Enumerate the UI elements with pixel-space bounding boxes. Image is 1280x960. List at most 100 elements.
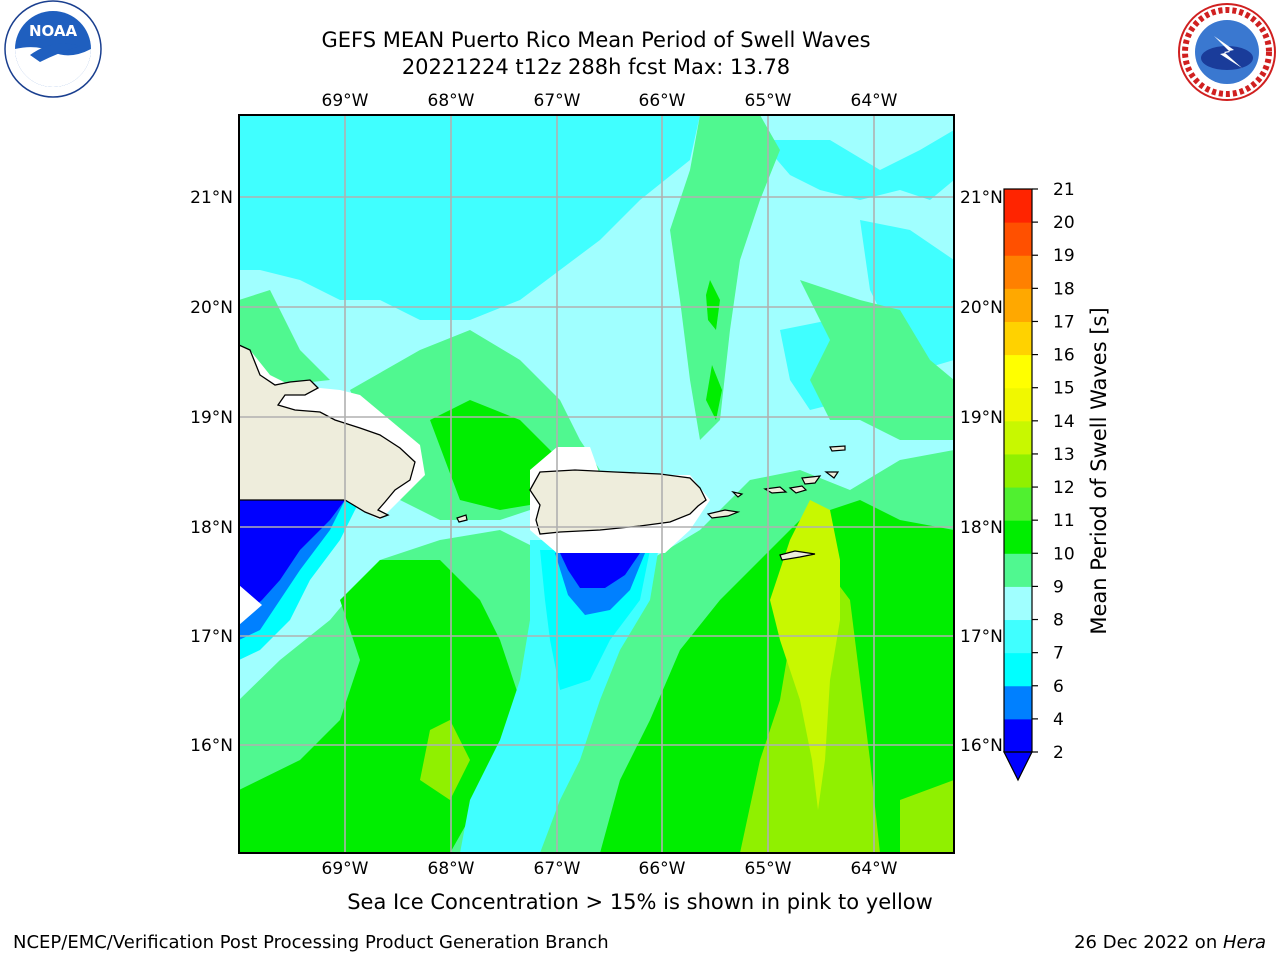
colorbar-tick-label: 12 xyxy=(1053,478,1075,498)
colorbar-tick-label: 19 xyxy=(1053,246,1075,266)
field-lime-sw xyxy=(420,720,470,800)
colorbar-tick-label: 2 xyxy=(1053,743,1064,763)
lon-label-bottom: 67°W xyxy=(534,859,581,879)
footer-host: Hera xyxy=(1222,932,1266,953)
lon-label-top: 66°W xyxy=(639,91,686,111)
colorbar-tick-label: 13 xyxy=(1053,445,1075,465)
lat-label-left: 18°N xyxy=(190,518,233,538)
colorbar-tick-label: 6 xyxy=(1053,677,1064,697)
colorbar-band xyxy=(1004,387,1032,422)
colorbar-extend-arrow xyxy=(1003,751,1033,782)
colorbar-band xyxy=(1004,652,1032,687)
colorbar-band xyxy=(1004,420,1032,455)
colorbar-tick-label: 16 xyxy=(1053,346,1075,366)
lat-label-right: 16°N xyxy=(960,736,1003,756)
colorbar-band xyxy=(1004,685,1032,720)
hispaniola-land xyxy=(239,344,416,519)
map-gridlines xyxy=(239,115,954,853)
culebra-island xyxy=(731,490,744,498)
st-john-island xyxy=(788,485,808,494)
colorbar-tick-label: 4 xyxy=(1053,710,1064,730)
colorbar-band xyxy=(1004,619,1032,654)
lon-label-bottom: 69°W xyxy=(322,859,369,879)
footer-date-text: 26 Dec 2022 on xyxy=(1074,932,1223,953)
lat-labels-right: 21°N 20°N 19°N 18°N 17°N 16°N xyxy=(960,188,1003,756)
lat-label-right: 19°N xyxy=(960,408,1003,428)
virgin-gorda-island xyxy=(824,471,840,479)
noaa-logo: NOAA xyxy=(4,0,102,98)
anegada-island xyxy=(829,445,846,452)
lat-label-left: 16°N xyxy=(190,736,233,756)
colorbar-band xyxy=(1004,487,1032,521)
field-blue-pr xyxy=(560,553,640,588)
field-cyan-east xyxy=(860,220,954,370)
colorbar: 2 4 6 7 8 9 10 11 12 13 14 15 16 17 18 19 20 21 xyxy=(1003,180,1075,782)
field-blue-west xyxy=(239,500,345,620)
vieques-island xyxy=(706,509,741,519)
lat-label-left: 17°N xyxy=(190,627,233,647)
colorbar-tick-label: 9 xyxy=(1053,577,1064,597)
lat-label-right: 18°N xyxy=(960,518,1003,538)
lat-labels-left: 21°N 20°N 19°N 18°N 17°N 16°N xyxy=(190,188,233,756)
sea-ice-note: Sea Ice Concentration > 15% is shown in … xyxy=(0,890,1280,914)
colorbar-band xyxy=(1004,553,1032,587)
field-yellowgreen xyxy=(770,500,840,810)
colorbar-band xyxy=(1004,222,1032,256)
field-bright-green-north xyxy=(430,400,560,510)
colorbar-band xyxy=(1004,586,1032,621)
lat-label-right: 21°N xyxy=(960,188,1003,208)
lat-label-left: 21°N xyxy=(190,188,233,208)
colorbar-band xyxy=(1004,189,1032,223)
tortola-island xyxy=(801,475,822,485)
colorbar-tick-label: 17 xyxy=(1053,312,1075,332)
lat-label-left: 19°N xyxy=(190,408,233,428)
lon-labels-bottom: 69°W 68°W 67°W 66°W 65°W 64°W xyxy=(322,859,898,879)
lat-label-right: 20°N xyxy=(960,298,1003,318)
mona-island xyxy=(456,514,468,523)
st-thomas-island xyxy=(763,486,788,494)
lon-label-top: 65°W xyxy=(745,91,792,111)
colorbar-tick-label: 21 xyxy=(1053,180,1075,200)
map-frame xyxy=(238,114,955,854)
chart-subtitle-forecast: 20221224 t12z 288h fcst Max: 13.78 xyxy=(401,55,791,79)
lon-label-top: 67°W xyxy=(534,91,581,111)
footer-date: 26 Dec 2022 on Hera xyxy=(1074,932,1266,953)
colorbar-band xyxy=(1004,321,1032,356)
lon-label-bottom: 65°W xyxy=(745,859,792,879)
colorbar-band xyxy=(1004,718,1032,753)
lon-label-bottom: 64°W xyxy=(851,859,898,879)
field-lime-e xyxy=(900,780,954,853)
svg-text:NOAA: NOAA xyxy=(29,22,78,40)
lon-label-top: 68°W xyxy=(428,91,475,111)
colorbar-tick-label: 7 xyxy=(1053,644,1064,664)
colorbar-tick-label: 11 xyxy=(1053,511,1075,531)
colorbar-band xyxy=(1004,354,1032,389)
st-croix-island xyxy=(779,550,816,561)
colorbar-tick-label: 18 xyxy=(1053,279,1075,299)
lon-label-bottom: 66°W xyxy=(639,859,686,879)
chart-title: GEFS MEAN Puerto Rico Mean Period of Swe… xyxy=(321,28,871,52)
lon-labels-top: 69°W 68°W 67°W 66°W 65°W 64°W xyxy=(322,91,898,111)
colorbar-tick-label: 20 xyxy=(1053,213,1075,233)
lon-label-bottom: 68°W xyxy=(428,859,475,879)
field-bright-green-line xyxy=(706,280,720,330)
field-cyan-northeast xyxy=(760,130,954,200)
colorbar-tick-label: 8 xyxy=(1053,611,1064,631)
field-cyan-north xyxy=(239,115,700,320)
lat-label-right: 17°N xyxy=(960,627,1003,647)
colorbar-band xyxy=(1004,520,1032,554)
field-mask-hispaniola-sw xyxy=(239,585,262,625)
colorbar-band xyxy=(1004,255,1032,289)
colorbar-tick-label: 14 xyxy=(1053,412,1075,432)
colorbar-label: Mean Period of Swell Waves [s] xyxy=(1087,307,1111,634)
footer-branch: NCEP/EMC/Verification Post Processing Pr… xyxy=(13,932,609,953)
sea-ice-note-text: Sea Ice Concentration > 15% is shown in … xyxy=(347,890,933,914)
field-green-north-2 xyxy=(800,280,954,440)
lat-label-left: 20°N xyxy=(190,298,233,318)
nws-logo xyxy=(1178,3,1276,101)
lon-label-top: 69°W xyxy=(322,91,369,111)
colorbar-band xyxy=(1004,288,1032,322)
colorbar-tick-label: 10 xyxy=(1053,544,1075,564)
field-bright-green-line2 xyxy=(706,365,722,420)
